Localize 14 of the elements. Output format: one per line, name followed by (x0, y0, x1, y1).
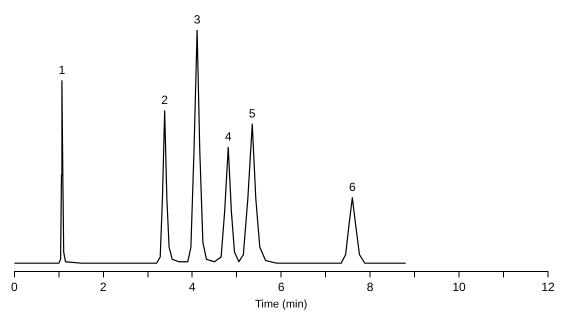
x-tick-label: 8 (366, 280, 374, 294)
annotation: 1 (58, 63, 66, 78)
x-tick-label: 4 (188, 280, 196, 294)
annotation: 2 (161, 93, 168, 108)
annotation: 3 (194, 12, 201, 26)
annotation: 6 (348, 180, 356, 194)
x-axis-title: Time (min) (255, 298, 308, 310)
x-tick-label: 2 (100, 280, 107, 294)
x-tick-label: 12 (541, 280, 555, 294)
x-tick-label: 10 (452, 280, 466, 294)
annotation: 5 (248, 106, 256, 120)
annotation: 4 (224, 130, 232, 144)
x-tick-label: 0 (10, 280, 18, 294)
x-tick-label: 6 (278, 280, 285, 294)
